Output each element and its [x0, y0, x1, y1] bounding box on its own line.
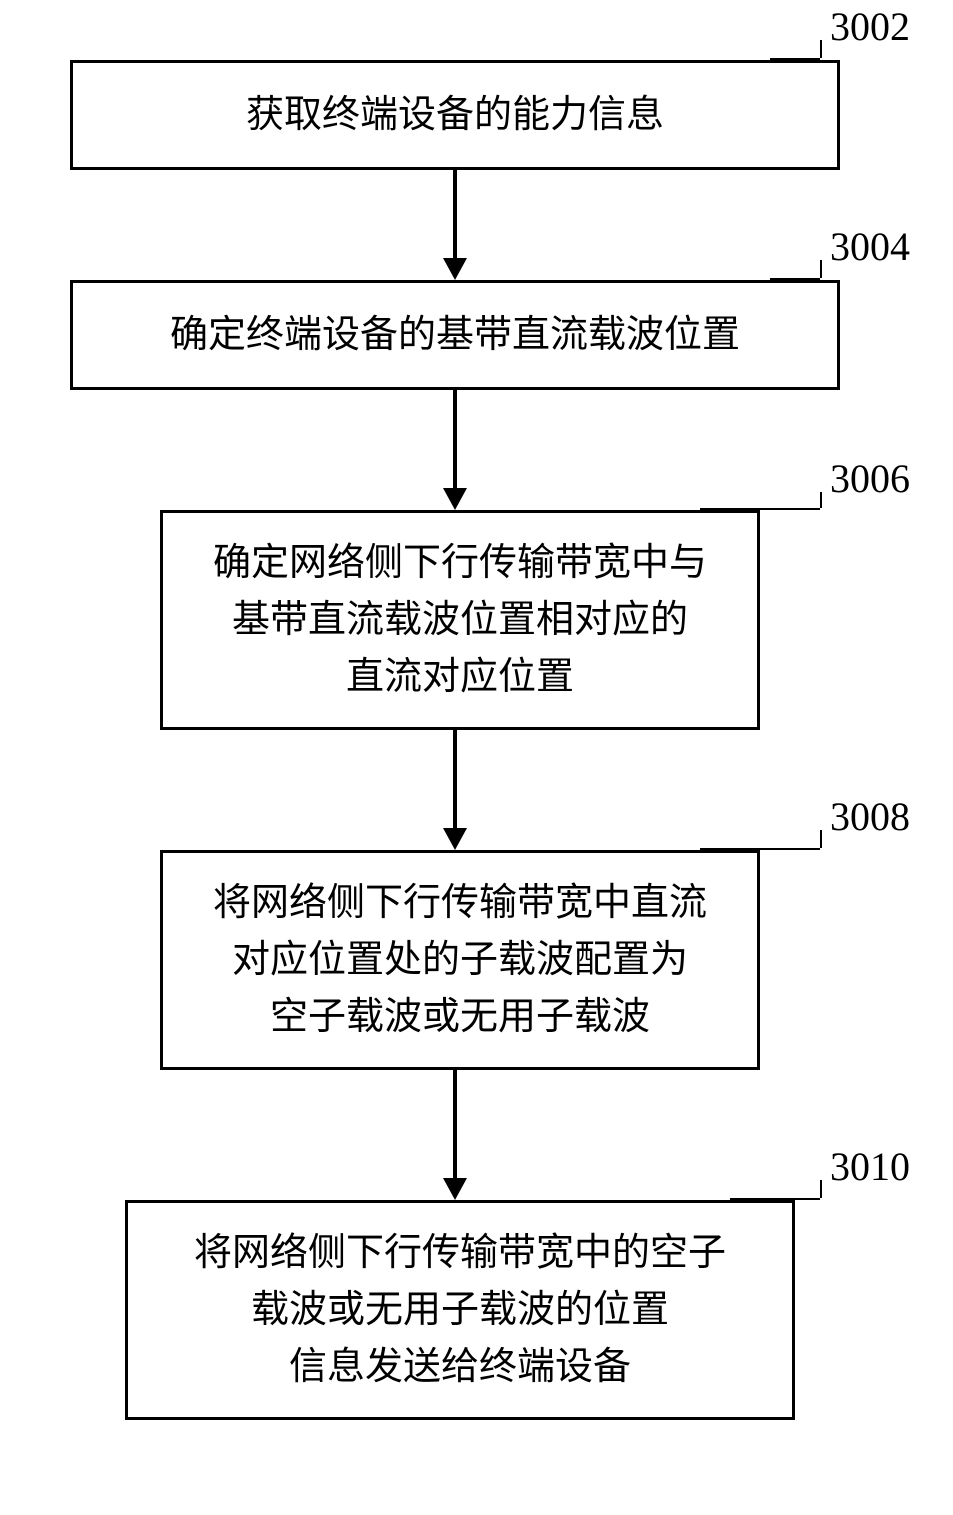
flowchart-canvas: 获取终端设备的能力信息 3002 确定终端设备的基带直流载波位置 3004 确定… — [0, 0, 953, 1515]
arrow-head-icon — [443, 258, 467, 280]
arrow-head-icon — [443, 1178, 467, 1200]
lead-line — [730, 1198, 820, 1200]
step-box-4: 将网络侧下行传输带宽中直流 对应位置处的子载波配置为 空子载波或无用子载波 — [160, 850, 760, 1070]
arrow-head-icon — [443, 488, 467, 510]
arrow — [453, 170, 457, 258]
lead-line — [820, 492, 822, 508]
arrow — [453, 730, 457, 828]
arrow — [453, 390, 457, 488]
ref-label-1: 3002 — [830, 3, 910, 50]
step-box-3: 确定网络侧下行传输带宽中与 基带直流载波位置相对应的 直流对应位置 — [160, 510, 760, 730]
arrow-head-icon — [443, 828, 467, 850]
lead-line — [820, 260, 822, 278]
ref-label-3: 3006 — [830, 455, 910, 502]
lead-line — [770, 278, 820, 280]
lead-line — [700, 848, 820, 850]
lead-line — [770, 58, 820, 60]
step-text-4: 将网络侧下行传输带宽中直流 对应位置处的子载波配置为 空子载波或无用子载波 — [213, 875, 707, 1046]
step-text-1: 获取终端设备的能力信息 — [246, 87, 664, 144]
lead-line — [820, 40, 822, 58]
step-text-3: 确定网络侧下行传输带宽中与 基带直流载波位置相对应的 直流对应位置 — [213, 535, 707, 706]
ref-label-2: 3004 — [830, 223, 910, 270]
step-box-1: 获取终端设备的能力信息 — [70, 60, 840, 170]
lead-line — [820, 830, 822, 848]
lead-line — [820, 1180, 822, 1198]
arrow — [453, 1070, 457, 1178]
step-text-2: 确定终端设备的基带直流载波位置 — [170, 307, 740, 364]
step-text-5: 将网络侧下行传输带宽中的空子 载波或无用子载波的位置 信息发送给终端设备 — [194, 1225, 726, 1396]
lead-line — [700, 508, 820, 510]
step-box-2: 确定终端设备的基带直流载波位置 — [70, 280, 840, 390]
ref-label-4: 3008 — [830, 793, 910, 840]
step-box-5: 将网络侧下行传输带宽中的空子 载波或无用子载波的位置 信息发送给终端设备 — [125, 1200, 795, 1420]
ref-label-5: 3010 — [830, 1143, 910, 1190]
